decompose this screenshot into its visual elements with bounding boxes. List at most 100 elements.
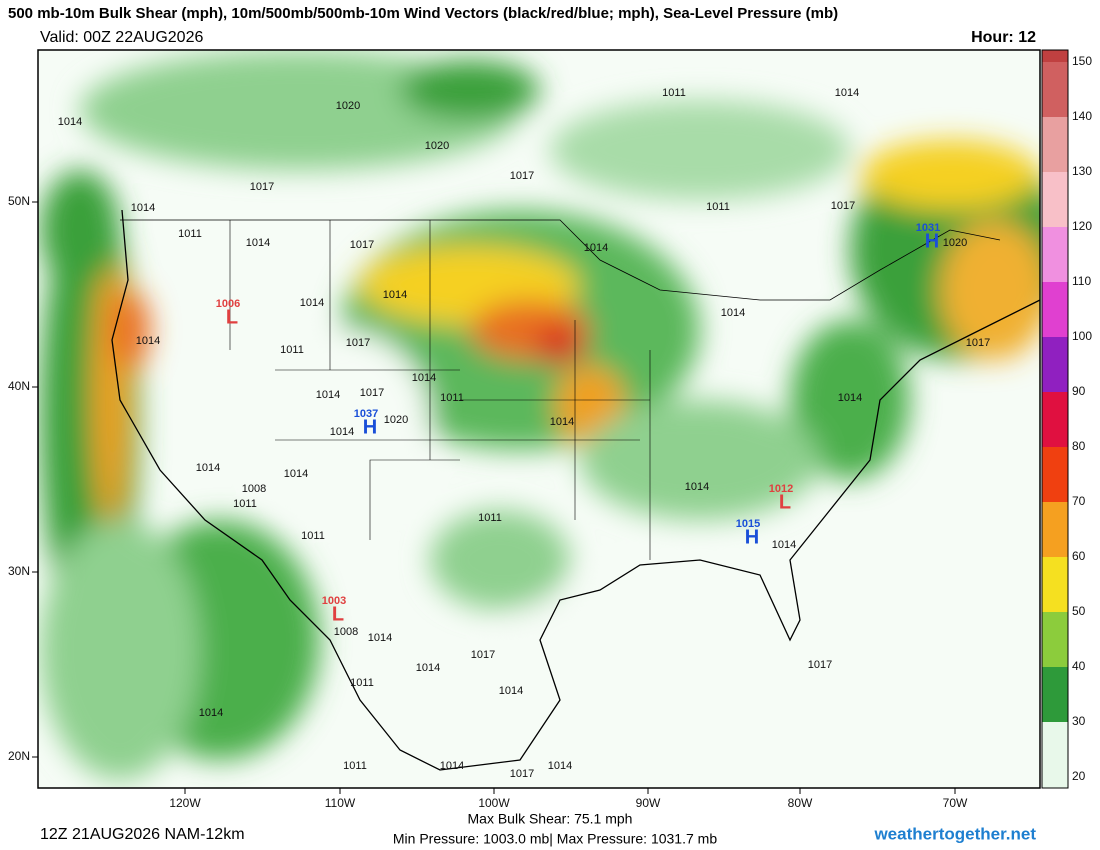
colorbar-band xyxy=(1042,337,1068,392)
isobar-label: 1014 xyxy=(136,335,160,347)
center-value: 1012 xyxy=(769,483,793,495)
isobar-label: 1014 xyxy=(58,116,82,128)
center-value: 1031 xyxy=(916,222,940,234)
forecast-hour: Hour: 12 xyxy=(971,29,1036,46)
isobar-label: 1017 xyxy=(966,337,990,349)
lon-label: 70W xyxy=(943,796,968,810)
lon-label: 100W xyxy=(478,796,510,810)
site-link[interactable]: weathertogether.net xyxy=(873,824,1036,843)
lat-label: 30N xyxy=(8,564,30,578)
colorbar-label: 110 xyxy=(1072,274,1091,288)
colorbar-label: 140 xyxy=(1072,109,1092,123)
isobar-label: 1014 xyxy=(383,289,407,301)
lat-label: 50N xyxy=(8,194,30,208)
lon-label: 80W xyxy=(788,796,813,810)
isobar-label: 1008 xyxy=(334,626,358,638)
isobar-label: 1011 xyxy=(280,344,304,356)
isobar-label: 1014 xyxy=(838,392,862,404)
isobar-label: 1014 xyxy=(300,297,324,309)
isobar-label: 1014 xyxy=(131,202,155,214)
isobar-label: 1014 xyxy=(316,389,340,401)
map: 1014 1020 1020 1017 1011 1014 1017 1014 … xyxy=(38,50,1040,788)
center-value: 1015 xyxy=(736,518,760,530)
colorbar-label: 60 xyxy=(1072,549,1086,563)
isobar-label: 1017 xyxy=(360,387,384,399)
colorbar-label: 50 xyxy=(1072,604,1086,618)
isobar-label: 1017 xyxy=(808,659,832,671)
isobar-label: 1014 xyxy=(440,760,464,772)
colorbar-label: 130 xyxy=(1072,164,1092,178)
isobar-label: 1020 xyxy=(425,140,449,152)
center-symbol: L xyxy=(779,491,791,513)
isobar-label: 1011 xyxy=(706,201,730,213)
colorbar-band xyxy=(1042,172,1068,227)
colorbar: 20 30 40 50 60 70 80 90 100 110 120 130 140 150 xyxy=(1041,49,1092,789)
isobar-label: 1020 xyxy=(336,100,360,112)
isobar-label: 1017 xyxy=(350,239,374,251)
isobar-label: 1014 xyxy=(550,416,574,428)
isobar-label: 1014 xyxy=(584,242,608,254)
isobar-label: 1011 xyxy=(343,760,367,772)
isobar-label: 1011 xyxy=(233,498,257,510)
isobar-label: 1014 xyxy=(284,468,308,480)
pressure-range: Min Pressure: 1003.0 mb| Max Pressure: 1… xyxy=(393,831,717,847)
center-value: 1037 xyxy=(354,408,378,420)
colorbar-band xyxy=(1042,117,1068,172)
model-run: 12Z 21AUG2026 NAM-12km xyxy=(40,826,245,843)
colorbar-band xyxy=(1042,62,1068,117)
isobar-label: 1011 xyxy=(178,228,202,240)
center-value: 1006 xyxy=(216,298,240,310)
isobar-label: 1014 xyxy=(196,462,220,474)
axes: 120W 110W 100W 90W 80W 70W 50N 40N 30N 20N xyxy=(8,194,968,810)
isobar-label: 1017 xyxy=(471,649,495,661)
colorbar-band xyxy=(1042,392,1068,447)
lon-label: 90W xyxy=(636,796,661,810)
colorbar-label: 30 xyxy=(1072,714,1086,728)
valid-time: Valid: 00Z 22AUG2026 xyxy=(40,29,203,46)
isobar-label: 1014 xyxy=(330,426,354,438)
center-symbol: H xyxy=(925,230,939,252)
isobar-label: 1014 xyxy=(685,481,709,493)
lon-label: 110W xyxy=(325,796,356,810)
colorbar-label: 150 xyxy=(1072,54,1092,68)
colorbar-label: 40 xyxy=(1072,659,1086,673)
isobar-label: 1011 xyxy=(301,530,325,542)
colorbar-band xyxy=(1042,447,1068,502)
isobar-label: 1014 xyxy=(246,237,270,249)
isobar-label: 1011 xyxy=(350,677,374,689)
isobar-label: 1014 xyxy=(835,87,859,99)
isobar-label: 1017 xyxy=(510,170,534,182)
isobar-label: 1014 xyxy=(199,707,223,719)
lon-label: 120W xyxy=(169,796,201,810)
isobar-label: 1017 xyxy=(346,337,370,349)
colorbar-label: 100 xyxy=(1072,329,1092,343)
isobar-label: 1011 xyxy=(440,392,464,404)
isobar-label: 1014 xyxy=(721,307,745,319)
center-value: 1003 xyxy=(322,595,346,607)
isobar-label: 1014 xyxy=(499,685,523,697)
isobar-label: 1020 xyxy=(384,414,408,426)
isobar-label: 1014 xyxy=(416,662,440,674)
boundaries xyxy=(111,209,1040,771)
map-frame xyxy=(37,49,1041,789)
colorbar-label: 120 xyxy=(1072,219,1092,233)
colorbar-band xyxy=(1042,50,1068,62)
colorbar-band xyxy=(1042,557,1068,612)
isobar-label: 1017 xyxy=(250,181,274,193)
center-symbol: H xyxy=(363,416,377,438)
center-symbol: H xyxy=(745,526,759,548)
isobar-label: 1011 xyxy=(478,512,502,524)
colorbar-label: 90 xyxy=(1072,384,1086,398)
title: 500 mb-10m Bulk Shear (mph), 10m/500mb/5… xyxy=(8,5,838,22)
colorbar-band xyxy=(1042,667,1068,722)
max-shear: Max Bulk Shear: 75.1 mph xyxy=(468,811,633,827)
isobar-label: 1014 xyxy=(548,760,572,772)
isobar-label: 1014 xyxy=(368,632,392,644)
center-symbol: L xyxy=(332,603,344,625)
colorbar-band xyxy=(1042,227,1068,282)
colorbar-label: 70 xyxy=(1072,494,1086,508)
colorbar-band xyxy=(1042,282,1068,337)
isobar-label: 1014 xyxy=(772,539,796,551)
